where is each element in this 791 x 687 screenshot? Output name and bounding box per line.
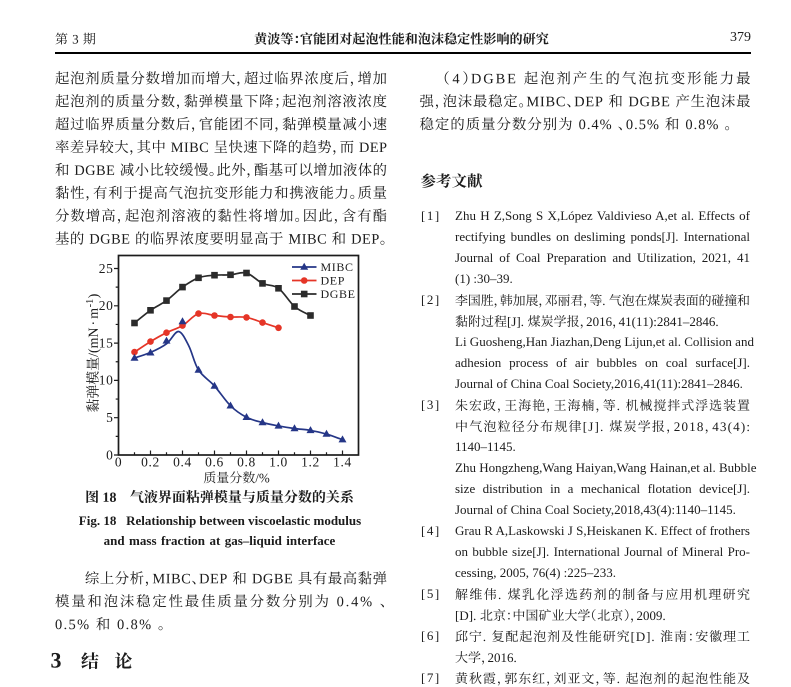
svg-text:1.0: 1.0: [269, 455, 288, 470]
svg-text:1.4: 1.4: [333, 455, 352, 470]
svg-text:0: 0: [115, 455, 122, 470]
svg-text:25: 25: [99, 261, 114, 276]
svg-text:0.4: 0.4: [173, 455, 192, 470]
svg-text:DEP: DEP: [321, 274, 345, 288]
svg-text:0.6: 0.6: [205, 455, 224, 470]
svg-text:0.8: 0.8: [237, 455, 256, 470]
svg-text:0: 0: [106, 447, 113, 462]
svg-text:5: 5: [106, 410, 113, 425]
svg-text:MIBC: MIBC: [321, 260, 354, 274]
svg-text:20: 20: [99, 298, 114, 313]
svg-text:0.2: 0.2: [141, 455, 160, 470]
svg-text:15: 15: [99, 335, 114, 350]
svg-text:DGBE: DGBE: [321, 287, 356, 301]
svg-text:10: 10: [99, 373, 114, 388]
svg-text:1.2: 1.2: [301, 455, 320, 470]
